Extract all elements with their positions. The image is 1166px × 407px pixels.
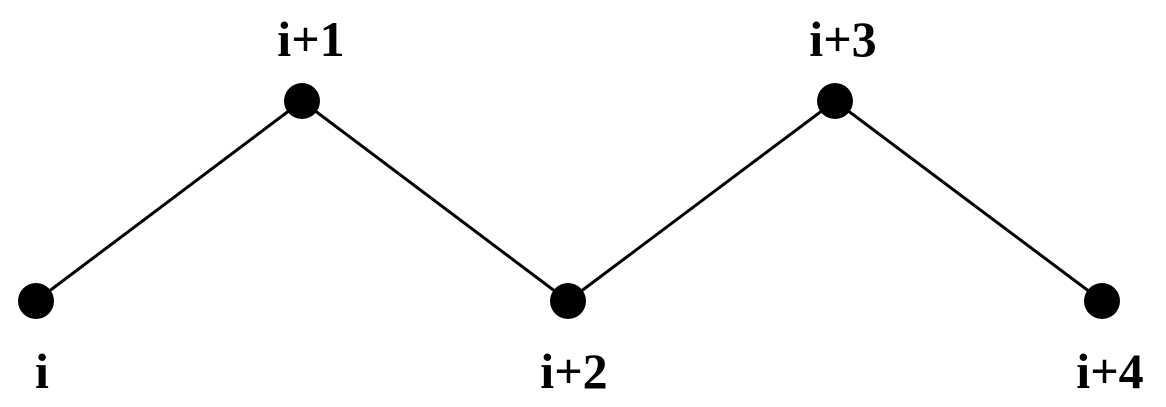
edge-n0-n1 xyxy=(35,99,303,303)
edge-n3-n4 xyxy=(834,99,1103,303)
labels-layer: i i+1 i+2 i+3 i+4 xyxy=(35,11,1144,399)
node-dot-n1 xyxy=(284,83,320,119)
node-dot-n4 xyxy=(1084,283,1120,319)
edge-n2-n3 xyxy=(567,99,836,303)
node-dot-n2 xyxy=(550,283,586,319)
node-label-i-plus-2: i+2 xyxy=(540,343,607,399)
node-label-i: i xyxy=(35,343,49,399)
node-label-i-plus-1: i+1 xyxy=(277,11,344,67)
node-label-i-plus-3: i+3 xyxy=(809,11,876,67)
node-label-i-plus-4: i+4 xyxy=(1076,343,1143,399)
node-dot-n0 xyxy=(18,283,54,319)
edge-n1-n2 xyxy=(301,99,569,303)
edges-layer xyxy=(35,99,1103,303)
nodes-layer xyxy=(18,83,1120,319)
node-dot-n3 xyxy=(817,83,853,119)
